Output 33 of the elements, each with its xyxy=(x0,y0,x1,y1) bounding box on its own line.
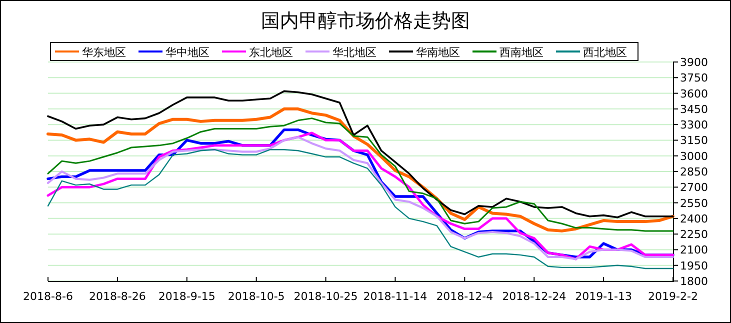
y-tick-label: 3450 xyxy=(680,102,708,116)
x-tick-label: 2019-2-2 xyxy=(648,290,698,303)
y-tick-label: 3300 xyxy=(680,118,708,132)
y-tick-label: 3600 xyxy=(680,87,708,100)
y-tick-label: 1800 xyxy=(680,275,708,288)
y-tick-label: 3900 xyxy=(680,56,708,69)
legend-label: 西南地区 xyxy=(500,46,544,59)
y-tick-label: 3750 xyxy=(680,72,708,85)
legend-label: 华南地区 xyxy=(416,46,460,59)
x-tick-label: 2018-8-6 xyxy=(23,290,73,303)
y-tick-label: 2250 xyxy=(680,228,708,242)
legend-label: 华中地区 xyxy=(166,46,210,59)
x-tick-label: 2018-10-25 xyxy=(294,290,358,303)
y-tick-label: 2400 xyxy=(680,212,708,226)
legend-label: 华北地区 xyxy=(332,46,376,59)
y-tick-label: 1950 xyxy=(680,259,708,272)
title: 国内甲醇市场价格走势图 xyxy=(261,10,470,32)
y-tick-label: 2550 xyxy=(680,196,708,210)
legend-label: 华东地区 xyxy=(82,46,126,59)
legend-label: 西北地区 xyxy=(583,46,627,59)
x-tick-label: 2018-12-4 xyxy=(436,290,494,303)
y-tick-label: 2100 xyxy=(680,244,708,257)
x-tick-label: 2018-11-14 xyxy=(363,290,428,303)
x-tick-label: 2018-9-15 xyxy=(158,290,216,303)
y-tick-label: 2850 xyxy=(680,166,708,178)
y-tick-label: 3150 xyxy=(680,134,708,148)
x-tick-label: 2018-12-24 xyxy=(502,290,566,303)
x-tick-label: 2018-8-26 xyxy=(88,290,146,303)
y-tick-label: 3000 xyxy=(680,150,708,163)
legend-label: 东北地区 xyxy=(249,46,293,59)
x-tick-label: 2018-10-5 xyxy=(228,290,285,303)
y-tick-label: 2700 xyxy=(680,181,708,194)
x-tick-label: 2019-1-13 xyxy=(575,290,632,303)
